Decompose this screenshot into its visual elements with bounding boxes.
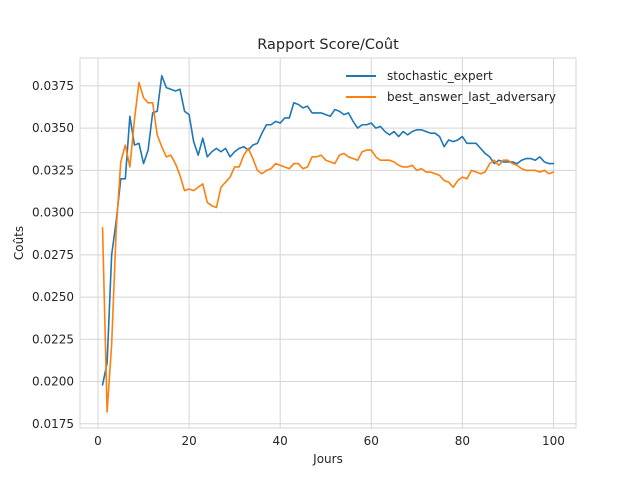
legend-label-stochastic-expert: stochastic_expert — [387, 69, 493, 83]
y-tick-label: 0.0175 — [32, 417, 74, 431]
y-tick-label: 0.0300 — [32, 206, 74, 220]
x-tick-label: 60 — [364, 434, 379, 448]
plot-frame — [79, 57, 577, 429]
y-tick-label: 0.0225 — [32, 332, 74, 346]
x-tick-label: 40 — [273, 434, 288, 448]
chart-title: Rapport Score/Coût — [257, 37, 399, 53]
y-tick-label: 0.0275 — [32, 248, 74, 262]
y-tick-label: 0.0200 — [32, 375, 74, 389]
legend-label-best-answer-last-adversary: best_answer_last_adversary — [387, 90, 556, 104]
gridlines — [80, 58, 576, 428]
series-line-stochastic-expert — [101, 74, 555, 386]
x-tick-label: 0 — [94, 434, 102, 448]
x-axis-label: Jours — [312, 452, 343, 466]
legend: stochastic_expert best_answer_last_adver… — [346, 69, 556, 104]
series-line-best-answer-last-adversary — [101, 81, 555, 413]
tick-labels: 0 20 40 60 80 100 0.0175 0.0200 0.0225 0.0250 0.02… — [32, 79, 565, 448]
series-lines — [101, 74, 555, 413]
y-tick-label: 0.0250 — [32, 290, 74, 304]
y-tick-label: 0.0350 — [32, 121, 74, 135]
y-axis-label: Coûts — [12, 226, 26, 260]
y-tick-label: 0.0325 — [32, 163, 74, 177]
y-tick-label: 0.0375 — [32, 79, 74, 93]
x-tick-label: 80 — [455, 434, 470, 448]
x-tick-label: 20 — [181, 434, 196, 448]
x-tick-label: 100 — [542, 434, 565, 448]
